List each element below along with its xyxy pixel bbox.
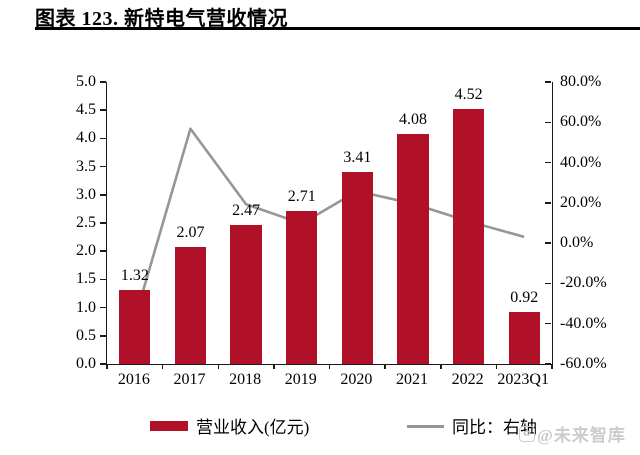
x-axis-tick-mark bbox=[328, 364, 331, 369]
left-axis-tick-mark bbox=[100, 335, 106, 337]
legend-line-swatch bbox=[407, 425, 444, 428]
right-axis-tick-mark bbox=[545, 121, 551, 124]
revenue-bar bbox=[452, 109, 485, 364]
revenue-bar bbox=[341, 171, 373, 364]
left-axis-tick-label: 2.0 bbox=[76, 242, 96, 260]
x-axis-label: 2016 bbox=[117, 371, 150, 388]
x-axis-tick-mark bbox=[551, 364, 553, 369]
bar-value-label: 3.41 bbox=[343, 148, 372, 166]
x-axis-label: 2022 bbox=[451, 371, 484, 388]
x-axis-tick-mark bbox=[440, 364, 442, 369]
left-axis-tick-mark bbox=[100, 109, 106, 111]
x-axis-label: 2020 bbox=[340, 371, 373, 388]
x-axis-tick-mark bbox=[273, 364, 275, 369]
right-axis-tick-mark bbox=[545, 322, 551, 325]
left-axis-tick-mark bbox=[100, 81, 106, 83]
x-axis-label: 2021 bbox=[395, 371, 428, 388]
bar-value-label: 2.71 bbox=[287, 188, 316, 206]
x-axis-tick-mark bbox=[106, 364, 108, 369]
legend-bar-swatch bbox=[150, 421, 188, 431]
x-axis-tick-mark bbox=[384, 364, 386, 369]
right-axis-tick-label: 40.0% bbox=[560, 153, 602, 171]
left-axis-tick-label: 1.5 bbox=[76, 270, 96, 288]
right-axis-tick-label: 0.0% bbox=[560, 234, 594, 252]
right-axis-tick-label: 60.0% bbox=[560, 113, 602, 131]
legend-line-label: 同比：右轴 bbox=[452, 418, 537, 437]
revenue-bar bbox=[119, 289, 151, 364]
left-axis-tick-label: 4.0 bbox=[76, 129, 96, 147]
right-axis-tick-label: 80.0% bbox=[560, 73, 602, 90]
left-axis-tick-mark bbox=[100, 222, 106, 224]
revenue-bar bbox=[174, 247, 206, 364]
watermark-text: @未来智库 bbox=[537, 426, 626, 445]
left-axis-tick-mark bbox=[100, 250, 106, 252]
x-axis-label: 2019 bbox=[284, 371, 317, 388]
revenue-bar bbox=[397, 133, 429, 364]
left-axis-tick-label: 3.5 bbox=[76, 157, 96, 175]
revenue-bar bbox=[230, 224, 262, 364]
legend-bar-label: 营业收入(亿元) bbox=[196, 418, 310, 437]
bar-value-label: 2.07 bbox=[176, 224, 205, 242]
yoy-line bbox=[107, 82, 552, 364]
right-axis-tick-label: -40.0% bbox=[560, 314, 607, 332]
bar-value-label: 2.47 bbox=[232, 201, 261, 219]
left-axis-tick-label: 5.0 bbox=[76, 73, 96, 90]
left-axis-tick-mark bbox=[100, 194, 106, 196]
right-axis-tick-mark bbox=[545, 161, 551, 164]
x-axis-tick-mark bbox=[161, 364, 164, 369]
left-axis-tick-mark bbox=[100, 363, 106, 365]
revenue-bar bbox=[508, 312, 540, 364]
x-axis-tick-mark bbox=[495, 364, 498, 369]
x-axis-label: 2018 bbox=[229, 371, 262, 388]
left-axis-tick-label: 0.0 bbox=[76, 355, 96, 372]
right-axis-tick-mark bbox=[545, 202, 551, 204]
bar-value-label: 0.92 bbox=[510, 289, 539, 307]
right-axis-tick-label: -20.0% bbox=[560, 274, 607, 292]
right-axis-tick-mark bbox=[545, 363, 551, 365]
chart-title: 图表 123. 新特电气营收情况 bbox=[35, 8, 288, 30]
left-axis-tick-label: 1.0 bbox=[76, 298, 96, 316]
right-axis-tick-mark bbox=[545, 81, 551, 83]
left-axis-tick-label: 2.5 bbox=[76, 214, 96, 231]
right-axis-tick-label: -60.0% bbox=[560, 355, 607, 372]
logo-badge-icon: ✿ bbox=[519, 425, 535, 442]
bar-value-label: 1.32 bbox=[120, 266, 149, 284]
bar-value-label: 4.52 bbox=[454, 86, 483, 104]
left-axis-tick-label: 3.0 bbox=[76, 185, 96, 203]
x-axis-tick-mark bbox=[217, 364, 219, 369]
right-axis-tick-label: 20.0% bbox=[560, 193, 602, 211]
right-axis-tick-mark bbox=[545, 242, 551, 244]
left-axis-tick-mark bbox=[100, 278, 106, 281]
revenue-bar bbox=[286, 211, 318, 364]
left-axis-tick-mark bbox=[100, 306, 106, 309]
title-underline bbox=[35, 27, 640, 30]
left-axis-tick-label: 0.5 bbox=[76, 326, 96, 344]
x-axis-label: 2017 bbox=[173, 371, 206, 388]
plot-area: 1.32 2.07 2.47 2.71 3.41 4.08 4.52 0.92 bbox=[106, 82, 553, 369]
left-axis-tick-label: 4.5 bbox=[76, 101, 96, 119]
watermark: ✿ @未来智库 bbox=[519, 421, 626, 446]
right-axis-tick-mark bbox=[545, 282, 551, 285]
bar-value-label: 4.08 bbox=[398, 110, 427, 128]
left-axis-tick-mark bbox=[100, 165, 106, 168]
x-axis-label: 2023Q1 bbox=[497, 371, 549, 388]
left-axis-tick-mark bbox=[100, 137, 106, 140]
